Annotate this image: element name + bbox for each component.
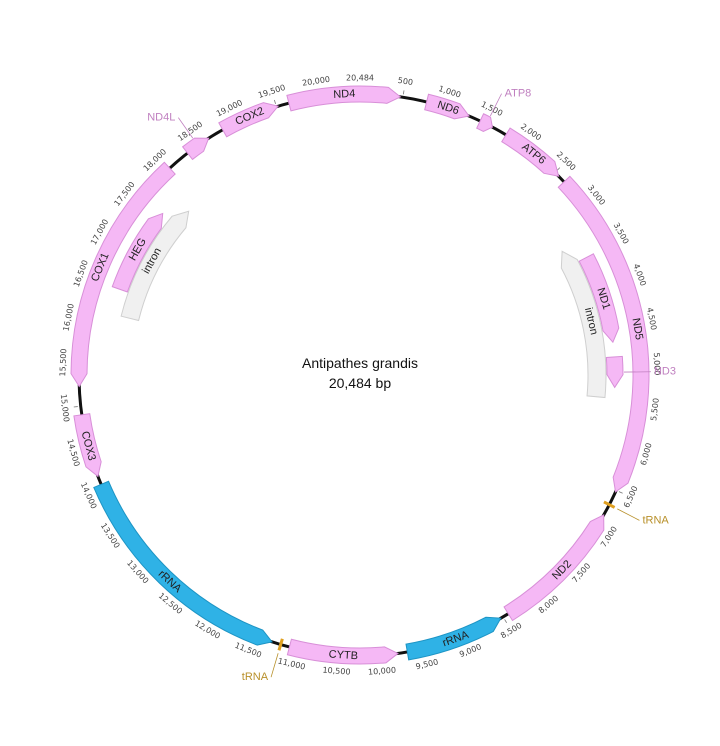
tick-label: 15,500 (58, 348, 68, 376)
nd2-feature (503, 514, 605, 622)
tick-label: 20,484 (346, 74, 374, 83)
cox2-feature (218, 102, 280, 138)
atp8-label: ATP8 (505, 88, 532, 100)
nd1-feature (578, 253, 620, 344)
tick-label: 19,500 (257, 83, 286, 100)
tick-label: 10,000 (368, 666, 397, 677)
atp6-feature (501, 127, 560, 177)
cytb-feature (286, 638, 399, 665)
nd5-feature (557, 175, 650, 493)
trna-mark (277, 638, 284, 651)
tick-mark (402, 90, 405, 95)
nd4-feature (286, 85, 402, 112)
tick-label: 10,500 (322, 665, 351, 676)
tick-mark (504, 619, 508, 624)
nd4-label: ND4 (333, 88, 356, 101)
tick-label: 6,000 (639, 442, 654, 466)
tick-label: 14,000 (79, 481, 99, 510)
tick-label: 16,000 (62, 303, 76, 332)
cox3-feature (73, 413, 102, 478)
nd3-label: ND3 (654, 366, 676, 378)
map-title: Antipathes grandis (302, 355, 418, 371)
rrna-feature (93, 480, 273, 646)
atp8-feature (476, 113, 494, 132)
tick-label: 5,000 (652, 352, 662, 375)
intron-feature (120, 210, 190, 322)
cytb-label: CYTB (328, 649, 358, 663)
nd4l-label: ND4L (147, 112, 175, 124)
trna-label: tRNA (242, 671, 269, 683)
tick-label: 11,000 (277, 656, 306, 671)
nd6-feature (424, 93, 470, 120)
tick-mark (618, 491, 623, 494)
tick-label: 15,000 (59, 394, 71, 423)
label-leader (178, 117, 194, 139)
tick-label: 20,000 (302, 75, 331, 88)
nd3-feature (605, 355, 624, 389)
tick-label: 9,500 (415, 657, 439, 671)
features (70, 85, 650, 665)
heg-feature (111, 212, 164, 293)
tick-label: 8,500 (499, 621, 523, 640)
map-length: 20,484 bp (329, 375, 391, 391)
intron-feature (560, 250, 607, 399)
label-leader (270, 653, 279, 678)
rrna-feature (405, 616, 502, 661)
tick-label: 5,500 (649, 398, 661, 422)
tick-label: 6,500 (622, 485, 640, 510)
nd4l-feature (181, 137, 210, 161)
cox1-feature (70, 161, 176, 388)
tick-mark (274, 99, 276, 104)
trna-label: tRNA (642, 514, 669, 526)
trna-mark (603, 500, 616, 509)
label-leader (617, 508, 640, 521)
label-leader (490, 93, 502, 117)
nd5-label: ND5 (630, 317, 645, 341)
tick-label: 500 (397, 76, 413, 87)
tick-label: 4,500 (645, 307, 658, 331)
